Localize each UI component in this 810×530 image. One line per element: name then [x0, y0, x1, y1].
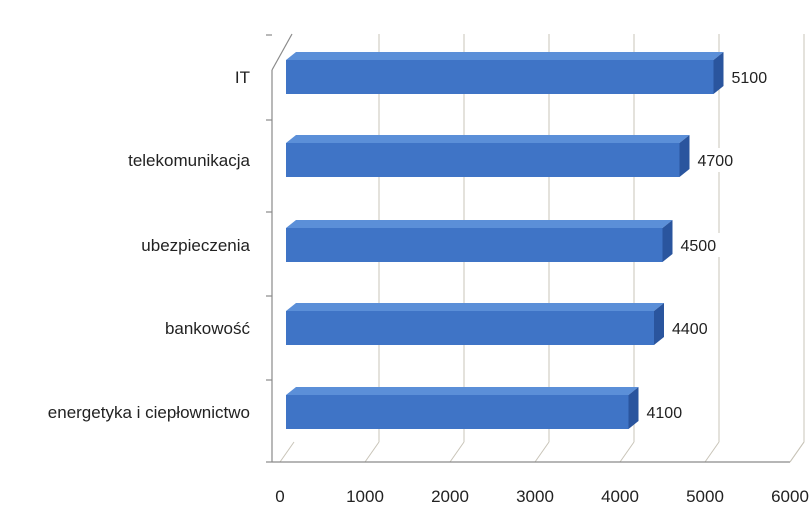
- bar-front: [286, 228, 663, 262]
- bar-top: [286, 303, 664, 311]
- y-axis-top-depth: [271, 33, 293, 71]
- bar-top: [286, 387, 639, 395]
- bar-front: [286, 311, 654, 345]
- floor-gridline-0: [279, 441, 295, 463]
- data-label-bg: [642, 400, 691, 424]
- bar-side: [662, 220, 673, 262]
- bar-top: [286, 220, 673, 228]
- category-label: IT: [235, 68, 250, 87]
- bar-0: [286, 52, 724, 94]
- floor-gridline-2000: [449, 441, 465, 463]
- data-label-bg: [727, 65, 776, 89]
- bar-front: [286, 143, 680, 177]
- x-tick-label: 2000: [431, 487, 469, 506]
- data-label-bg: [668, 316, 716, 340]
- bar-front: [286, 395, 629, 429]
- labels-layer: 0 1000 2000 3000 4000 5000 6000 5100 IT 4700 telek…: [48, 65, 809, 506]
- floor-gridline-4000: [619, 441, 635, 463]
- floor-gridline-5000: [704, 441, 720, 463]
- category-label: energetyka i ciepłownictwo: [48, 403, 250, 422]
- x-tick-label: 4000: [601, 487, 639, 506]
- x-tick-label: 0: [275, 487, 284, 506]
- data-label: 4400: [672, 321, 708, 338]
- x-tick-label: 6000: [771, 487, 809, 506]
- category-label: ubezpieczenia: [141, 236, 250, 255]
- bar-side: [654, 303, 664, 345]
- bar-side: [679, 135, 690, 177]
- axis-layer: [266, 33, 805, 463]
- x-axis-end-depth: [789, 441, 805, 463]
- data-label-bg: [676, 233, 725, 257]
- data-label: 4700: [698, 153, 734, 170]
- data-label-bg: [693, 148, 742, 172]
- data-label: 4100: [647, 405, 683, 422]
- x-tick-label: 1000: [346, 487, 384, 506]
- bar-1: [286, 135, 690, 177]
- bar-3: [286, 303, 664, 345]
- bar-side: [628, 387, 639, 429]
- category-label: bankowość: [165, 319, 251, 338]
- bar-top: [286, 135, 690, 143]
- x-tick-label: 5000: [686, 487, 724, 506]
- bar-front: [286, 60, 714, 94]
- category-label: telekomunikacja: [128, 151, 250, 170]
- floor-gridline-1000: [364, 441, 380, 463]
- bar-4: [286, 387, 639, 429]
- floor-gridline-3000: [534, 441, 550, 463]
- bar-top: [286, 52, 724, 60]
- data-label: 5100: [732, 70, 768, 87]
- bar-side: [713, 52, 724, 94]
- bar-2: [286, 220, 673, 262]
- bars-layer: [286, 52, 724, 429]
- x-tick-label: 3000: [516, 487, 554, 506]
- data-label: 4500: [681, 238, 717, 255]
